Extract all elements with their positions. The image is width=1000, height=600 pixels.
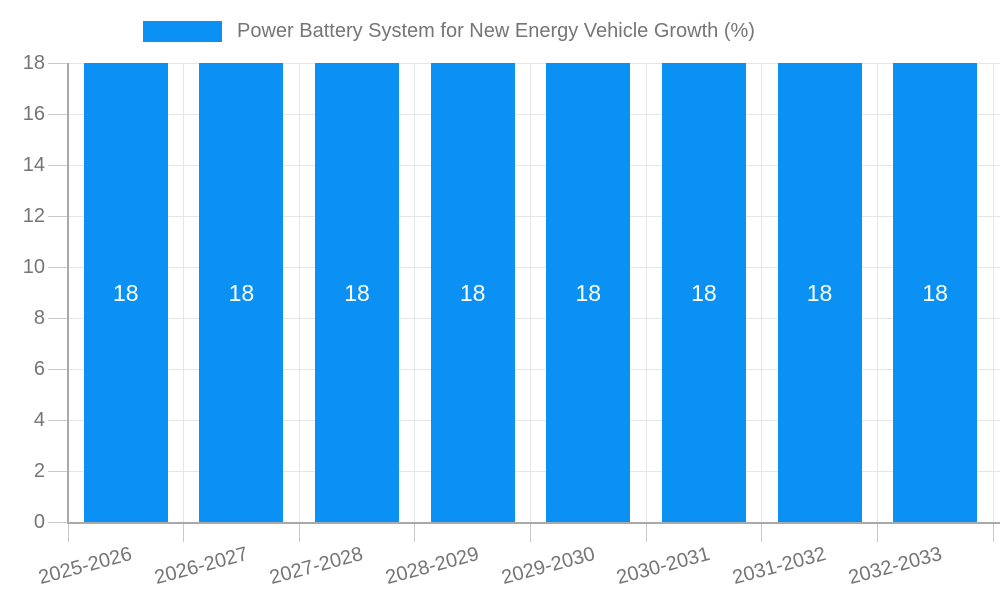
gridline-horizontal <box>68 62 1000 64</box>
gridline-vertical <box>992 63 994 522</box>
x-axis-tick <box>876 524 878 542</box>
y-tick-label: 10 <box>22 256 45 278</box>
bar-value-label: 18 <box>806 279 833 306</box>
y-axis-tick <box>48 164 68 166</box>
legend-item[interactable]: Power Battery System for New Energy Vehi… <box>143 20 755 43</box>
y-axis-tick <box>48 470 68 472</box>
bar[interactable] <box>893 63 978 522</box>
y-axis-line <box>67 63 69 522</box>
y-axis-tick <box>48 368 68 370</box>
y-tick-label: 8 <box>33 307 45 329</box>
x-tick-label: 2028-2029 <box>383 543 482 590</box>
gridline-horizontal <box>68 164 1000 166</box>
y-tick-label: 18 <box>22 52 45 74</box>
x-axis-tick <box>298 524 300 542</box>
y-axis-tick <box>48 419 68 421</box>
x-axis-tick <box>645 524 647 542</box>
x-axis-tick <box>183 524 185 542</box>
y-axis-tick <box>48 215 68 217</box>
y-tick-label: 14 <box>22 154 45 176</box>
x-tick-label: 2030-2031 <box>614 543 713 590</box>
x-axis-line <box>67 522 1000 524</box>
bar[interactable] <box>661 63 746 522</box>
gridline-horizontal <box>68 470 1000 472</box>
gridline-vertical <box>761 63 763 522</box>
legend-swatch-icon <box>143 21 222 42</box>
gridline-vertical <box>414 63 416 522</box>
x-axis-tick <box>761 524 763 542</box>
gridline-vertical <box>298 63 300 522</box>
bar[interactable] <box>315 63 400 522</box>
gridline-vertical <box>876 63 878 522</box>
x-tick-label: 2026-2027 <box>152 543 251 590</box>
x-axis-tick <box>530 524 531 542</box>
bar[interactable] <box>83 63 168 522</box>
bar-value-label: 18 <box>344 279 370 306</box>
y-tick-label: 4 <box>33 409 45 431</box>
gridline-vertical <box>645 63 647 522</box>
bar-value-label: 18 <box>922 279 948 306</box>
x-tick-label: 2032-2033 <box>845 543 944 590</box>
x-tick-label: 2025-2026 <box>36 543 135 590</box>
gridline-horizontal <box>68 113 1000 115</box>
gridline-vertical <box>530 63 531 522</box>
bar[interactable] <box>546 63 631 522</box>
y-axis-tick <box>48 62 68 64</box>
gridline-horizontal <box>68 215 1000 217</box>
legend-label: Power Battery System for New Energy Vehi… <box>237 20 755 42</box>
y-tick-label: 16 <box>22 103 45 125</box>
y-axis-tick <box>48 521 68 523</box>
gridline-horizontal <box>68 266 1000 268</box>
gridline-vertical <box>183 63 185 522</box>
y-tick-label: 2 <box>33 460 45 482</box>
bar-value-label: 18 <box>113 279 139 306</box>
bar-value-label: 18 <box>228 279 255 306</box>
x-axis-tick <box>67 524 69 542</box>
bar-value-label: 18 <box>459 279 486 306</box>
y-axis-tick <box>48 317 68 319</box>
y-tick-label: 6 <box>33 358 45 380</box>
y-tick-label: 0 <box>33 511 45 533</box>
x-tick-label: 2031-2032 <box>730 543 829 590</box>
x-axis-tick <box>414 524 416 542</box>
y-tick-label: 12 <box>22 205 45 227</box>
x-tick-label: 2029-2030 <box>498 543 598 590</box>
x-axis-tick <box>992 524 994 542</box>
gridline-horizontal <box>68 419 1000 421</box>
y-axis-tick <box>48 113 68 115</box>
bar-value-label: 18 <box>691 279 717 306</box>
bar[interactable] <box>777 63 862 522</box>
gridline-horizontal <box>68 368 1000 370</box>
bar[interactable] <box>199 63 284 522</box>
x-tick-label: 2027-2028 <box>267 543 366 590</box>
chart-legend: Power Battery System for New Energy Vehi… <box>143 20 755 43</box>
bar-value-label: 18 <box>575 279 602 306</box>
gridline-horizontal <box>68 317 1000 319</box>
bar[interactable] <box>430 63 515 522</box>
y-axis-tick <box>48 266 68 268</box>
